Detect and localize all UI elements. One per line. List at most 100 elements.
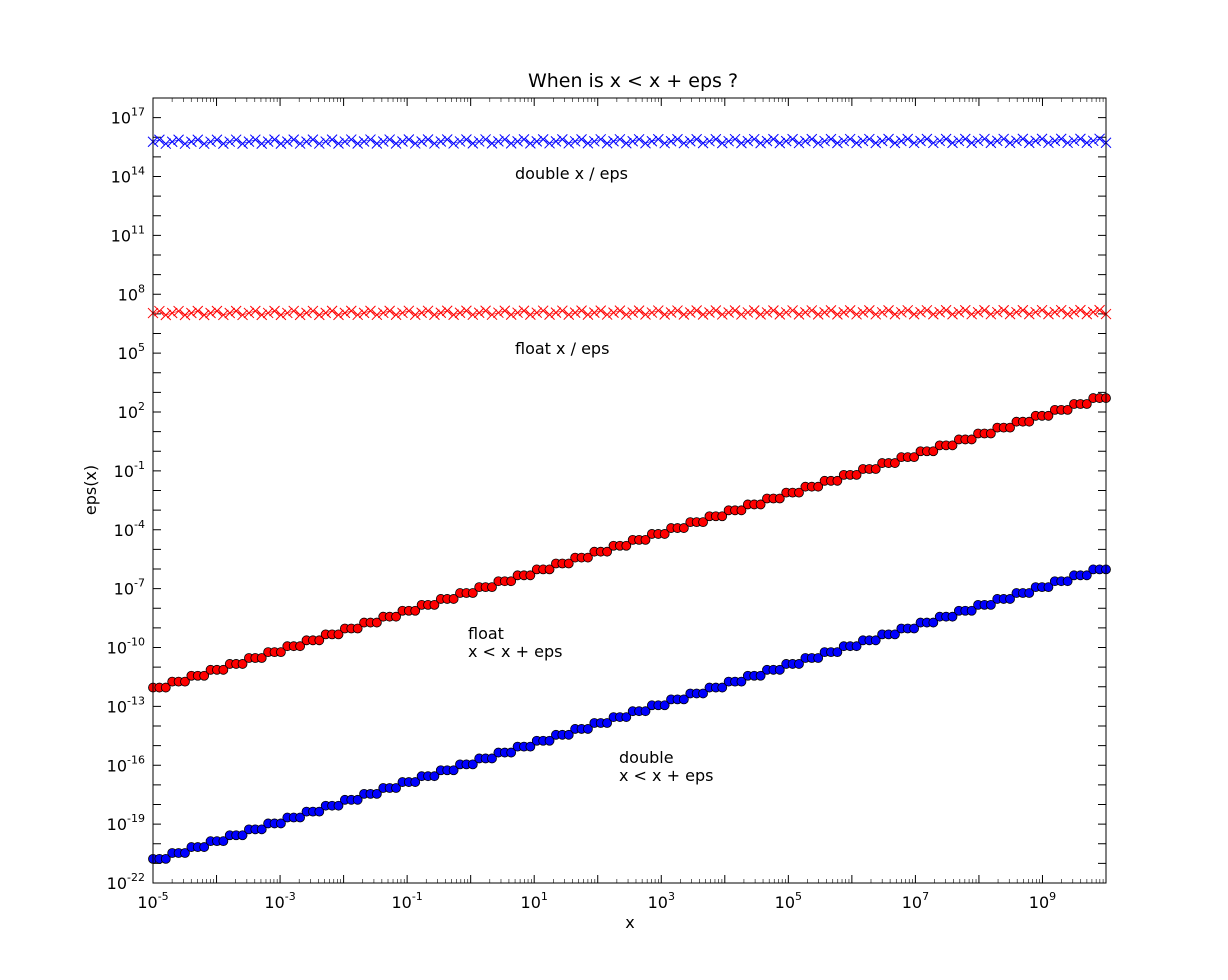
x-marker-point <box>991 135 1003 147</box>
circle-marker-point <box>640 534 651 545</box>
x-marker-point <box>486 138 498 149</box>
x-marker-point <box>192 134 204 146</box>
y-tick-label: 10-16 <box>107 753 145 775</box>
series-2 <box>147 304 1112 321</box>
circle-marker-point <box>698 517 708 528</box>
x-marker-point <box>467 138 479 149</box>
chart-title: When is x < x + eps ? <box>528 70 738 92</box>
x-marker-point <box>704 135 715 147</box>
x-marker-point <box>224 307 236 319</box>
x-marker-point <box>908 308 920 320</box>
circle-marker-point <box>698 688 708 699</box>
x-marker-point <box>832 137 843 149</box>
circle-marker-point <box>1043 582 1054 593</box>
x-marker-point <box>883 304 894 316</box>
circle-marker-point <box>544 735 555 746</box>
circle-marker-point <box>256 824 267 835</box>
x-marker-point <box>237 138 248 149</box>
circle-marker-point <box>736 676 747 687</box>
y-tick-label-exponent: -13 <box>127 694 145 707</box>
circle-marker-point <box>1062 576 1073 587</box>
x-marker-point <box>838 135 850 147</box>
x-marker-point <box>800 307 811 318</box>
x-marker-point <box>173 134 184 146</box>
circle-marker-point <box>1024 588 1035 598</box>
circle-marker-point <box>1043 410 1054 421</box>
x-marker-point <box>461 134 472 145</box>
x-marker-point <box>966 308 978 320</box>
x-tick-label-exponent: 9 <box>1049 890 1056 903</box>
x-marker-point <box>755 137 766 149</box>
circle-marker-point <box>832 647 843 658</box>
x-marker-point <box>544 137 555 149</box>
x-tick-label-exponent: 7 <box>922 890 929 903</box>
x-marker-point <box>723 307 734 318</box>
x-marker-point <box>780 307 792 318</box>
x-marker-point <box>294 309 306 321</box>
x-marker-point <box>461 305 472 317</box>
x-marker-point <box>218 309 229 321</box>
x-marker-point <box>1075 304 1086 316</box>
x-marker-point <box>556 134 568 145</box>
y-tick-label-exponent: -16 <box>127 753 145 766</box>
x-marker-point <box>480 134 491 145</box>
circle-marker-point <box>525 570 536 581</box>
circle-marker-point <box>333 800 344 811</box>
x-marker-point <box>736 309 747 320</box>
x-marker-point <box>390 138 402 149</box>
y-tick-label-base: 10 <box>107 874 127 893</box>
x-marker-point <box>614 133 626 145</box>
x-marker-point <box>269 134 280 146</box>
y-tick-label-exponent: -19 <box>127 812 145 825</box>
circle-marker-point <box>429 771 440 782</box>
x-marker-point <box>186 136 197 148</box>
annotation-line: x < x + eps <box>619 766 713 785</box>
x-marker-point <box>537 305 549 317</box>
x-marker-point <box>1049 306 1061 318</box>
x-marker-point <box>947 137 958 149</box>
y-tick-label: 10-1 <box>114 459 145 481</box>
x-marker-point <box>991 306 1003 318</box>
x-marker-point <box>371 309 383 321</box>
x-marker-point <box>902 133 914 145</box>
x-tick-label: 101 <box>521 890 548 912</box>
x-marker-point <box>339 136 351 147</box>
x-marker-point <box>940 304 952 316</box>
circle-marker-point <box>640 706 651 717</box>
circle-marker-point <box>832 475 843 486</box>
x-marker-point <box>768 305 779 316</box>
x-marker-point <box>1049 135 1061 147</box>
x-marker-point <box>787 133 798 145</box>
circle-marker-point <box>180 848 190 858</box>
circle-marker-point <box>947 611 958 622</box>
x-marker-point <box>288 134 300 145</box>
circle-marker-point <box>602 546 613 557</box>
x-marker-point <box>499 305 511 317</box>
x-marker-point <box>691 133 703 145</box>
x-marker-point <box>588 135 600 147</box>
x-marker-point <box>205 307 216 319</box>
circle-marker-point <box>985 599 996 610</box>
x-marker-point <box>1023 308 1035 320</box>
x-marker-point <box>704 307 715 318</box>
x-marker-point <box>844 305 856 316</box>
x-marker-point <box>179 138 191 150</box>
annotation-line: float <box>468 624 504 643</box>
plot-area <box>147 133 1112 864</box>
circle-marker-point <box>410 605 421 616</box>
x-marker-point <box>313 309 325 321</box>
x-marker-point <box>793 137 805 149</box>
circle-marker-point <box>160 853 171 864</box>
axis-ticks <box>152 97 1107 884</box>
x-marker-point <box>959 304 971 316</box>
x-marker-point <box>787 305 798 316</box>
x-marker-point <box>1055 304 1067 316</box>
x-marker-point <box>377 307 389 319</box>
x-marker-point <box>640 309 651 320</box>
x-marker-point <box>154 305 165 317</box>
y-tick-label: 102 <box>118 400 145 422</box>
y-tick-label-exponent: 17 <box>131 106 145 119</box>
annotation-1: double x / eps <box>515 164 628 183</box>
x-marker-point <box>640 137 651 149</box>
circle-marker-point <box>928 617 939 628</box>
